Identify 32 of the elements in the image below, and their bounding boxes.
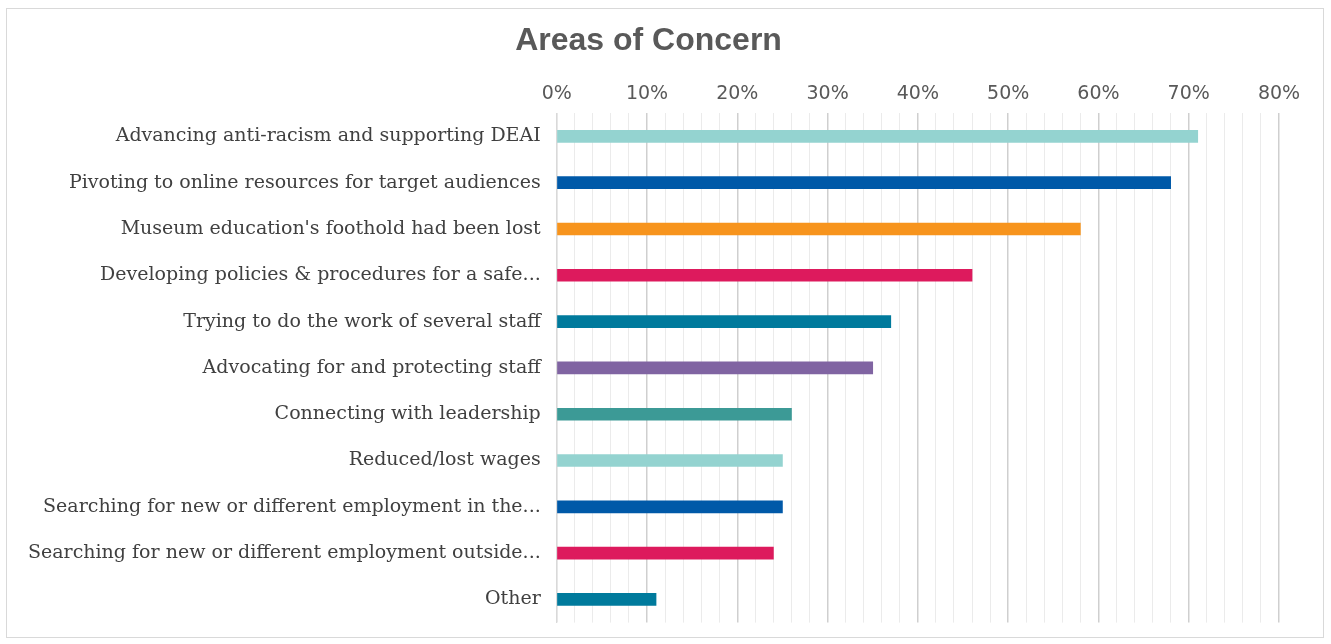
x-tick-label: 20% [716, 80, 759, 103]
y-tick-label: Museum education's foothold had been lost [120, 215, 542, 238]
bar [557, 130, 1199, 143]
x-tick-label: 80% [1257, 80, 1301, 103]
bar [557, 500, 783, 514]
y-tick-label: Reduced/lost wages [348, 447, 541, 470]
bar [557, 222, 1081, 236]
bar [557, 546, 774, 560]
y-tick-label: Pivoting to online resources for target audiences [68, 169, 541, 192]
y-tick-label: Developing policies & procedures for a safe... [100, 262, 541, 285]
y-tick-label: Searching for new or different employment outside... [28, 540, 541, 563]
bar [557, 407, 792, 421]
y-tick-label: Searching for new or different employment in the... [43, 493, 541, 516]
bar [557, 176, 1171, 189]
x-tick-label: 60% [1077, 80, 1120, 103]
y-tick-label: Other [484, 586, 542, 609]
y-tick-label: Trying to do the work of several staff [183, 308, 543, 331]
bar [557, 454, 783, 467]
x-tick-label: 10% [625, 80, 669, 103]
x-tick-label: 30% [806, 80, 849, 103]
bar [557, 593, 657, 606]
bar [557, 268, 973, 282]
x-tick-label: 40% [896, 80, 939, 103]
y-tick-label: Advancing anti-racism and supporting DEAI [114, 123, 541, 146]
bar [557, 361, 874, 375]
x-tick-label: 0% [541, 80, 572, 103]
chart-title: Areas of Concern [515, 21, 782, 58]
bar [557, 315, 892, 328]
x-tick-label: 70% [1167, 80, 1210, 103]
y-tick-label: Advocating for and protecting staff [201, 354, 543, 377]
x-tick-label: 50% [987, 80, 1030, 103]
y-tick-label: Connecting with leadership [274, 401, 541, 424]
